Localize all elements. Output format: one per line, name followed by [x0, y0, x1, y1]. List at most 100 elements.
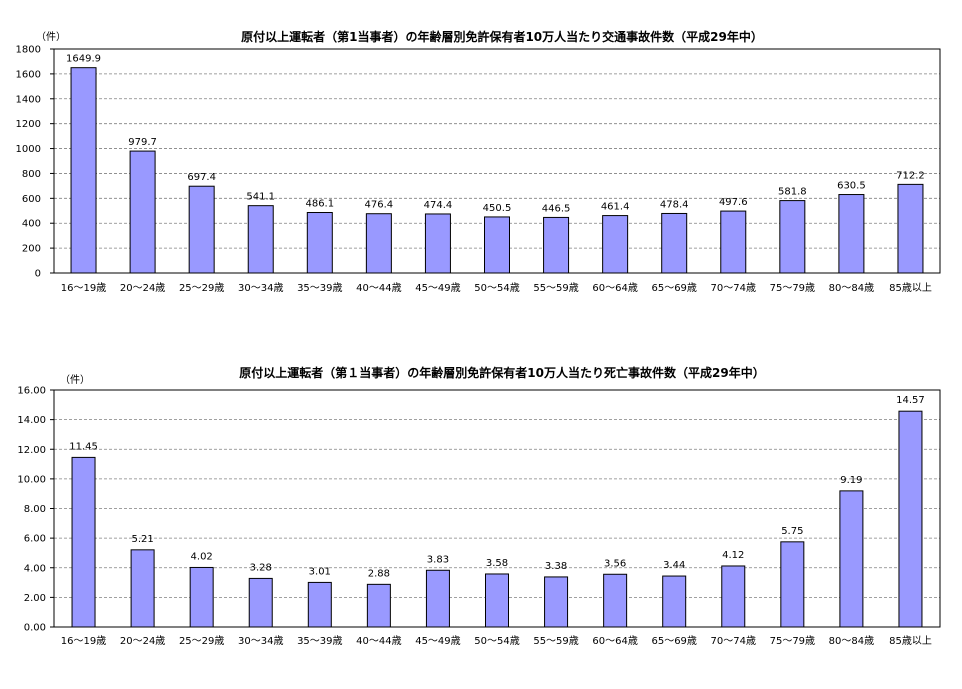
chart2-x-tick-label: 45～49歳	[415, 635, 460, 647]
chart2-y-tick-label: 14.00	[17, 415, 46, 426]
chart1-data-label: 1649.9	[66, 54, 101, 65]
chart2-data-label: 4.02	[191, 551, 213, 562]
chart1-data-label: 486.1	[305, 199, 334, 210]
chart1-bar	[602, 215, 629, 274]
chart2-x-tick-label: 30～34歳	[238, 635, 283, 647]
chart1-x-tick-label: 16～19歳	[61, 282, 106, 294]
chart1-bar	[70, 67, 97, 274]
chart2-x-tick-label: 35～39歳	[297, 635, 342, 647]
chart1-y-tick-label: 0	[35, 269, 41, 280]
chart2-bar	[780, 541, 805, 628]
chart1-bar	[543, 216, 570, 274]
chart1-y-tick-label: 600	[22, 194, 41, 205]
chart1-data-label: 541.1	[246, 192, 275, 203]
chart2-bar	[307, 581, 332, 628]
chart1-y-tick-label: 1800	[16, 45, 41, 56]
chart1-bar	[188, 185, 215, 274]
chart2-data-label: 11.45	[69, 441, 98, 452]
chart1-x-tick-label: 40～44歳	[356, 282, 401, 294]
chart1-bar	[424, 213, 451, 274]
chart2-x-tick-label: 50～54歳	[474, 635, 519, 647]
chart2-y-tick-label: 4.00	[24, 563, 46, 574]
chart1-y-tick-label: 1000	[16, 144, 41, 155]
chart1-data-label: 979.7	[128, 137, 157, 148]
chart2-x-tick-label: 60～64歳	[592, 635, 637, 647]
chart1-x-tick-label: 80～84歳	[829, 282, 874, 294]
chart1-y-unit-label: （件）	[36, 31, 66, 43]
chart2-bar	[425, 569, 450, 628]
chart2-bar	[544, 576, 569, 628]
chart1-x-tick-label: 30～34歳	[238, 282, 283, 294]
chart2-x-tick-label: 65～69歳	[651, 635, 696, 647]
chart2-data-label: 9.19	[840, 475, 862, 486]
chart2-data-label: 14.57	[896, 395, 925, 406]
chart2-data-label: 3.58	[486, 558, 508, 569]
chart1-y-tick-label: 1600	[16, 69, 41, 80]
chart2-data-label: 3.01	[309, 566, 331, 577]
chart1-bar	[365, 213, 392, 274]
chart1-y-tick-label: 200	[22, 244, 41, 255]
chart2-x-tick-label: 20～24歳	[120, 635, 165, 647]
chart1-bar	[779, 200, 806, 274]
chart1-data-label: 712.2	[896, 170, 925, 181]
chart1-bar	[484, 216, 510, 274]
chart1-y-tick-label: 800	[22, 169, 41, 180]
chart1-data-label: 697.4	[187, 172, 216, 183]
chart1-y-tick-label: 1400	[16, 94, 41, 105]
chart1-data-label: 478.4	[660, 199, 689, 210]
chart1-data-label: 581.8	[778, 187, 807, 198]
chart1-y-tick-label: 1200	[16, 119, 41, 130]
chart2-bar	[839, 490, 864, 628]
chart2-bar	[898, 410, 923, 628]
chart2-bar	[71, 456, 96, 628]
chart1-data-label: 474.4	[424, 200, 453, 211]
chart1-data-label: 630.5	[837, 181, 866, 192]
chart2-bar	[366, 583, 391, 628]
chart2-bar	[662, 575, 687, 628]
chart1-y-tick-label: 400	[22, 219, 41, 230]
chart1-x-tick-label: 45～49歳	[415, 282, 460, 294]
chart2-y-tick-label: 12.00	[17, 445, 46, 456]
chart2-bar	[248, 577, 273, 628]
chart2-data-label: 5.75	[781, 526, 803, 537]
chart1-data-label: 497.6	[719, 197, 748, 208]
chart2-y-tick-label: 10.00	[17, 474, 46, 485]
chart1-bar	[661, 212, 688, 274]
chart2-bar	[189, 566, 214, 628]
chart2-x-tick-label: 16～19歳	[61, 635, 106, 647]
chart2-y-tick-label: 8.00	[24, 504, 46, 515]
chart1-x-tick-label: 35～39歳	[297, 282, 342, 294]
chart1-title: 原付以上運転者（第1当事者）の年齢層別免許保有者10万人当たり交通事故件数（平成…	[241, 29, 763, 44]
chart2-y-tick-label: 2.00	[24, 593, 46, 604]
chart2-data-label: 3.44	[663, 560, 685, 571]
chart1-x-tick-label: 20～24歳	[120, 282, 165, 294]
chart2-x-tick-label: 40～44歳	[356, 635, 401, 647]
chart1-x-tick-label: 55～59歳	[533, 282, 578, 294]
chart2-title: 原付以上運転者（第１当事者）の年齢層別免許保有者10万人当たり死亡事故件数（平成…	[239, 365, 764, 380]
chart2-y-tick-label: 0.00	[24, 623, 46, 634]
chart2-x-tick-label: 75～79歳	[770, 635, 815, 647]
chart1-x-tick-label: 65～69歳	[651, 282, 696, 294]
chart1-x-tick-label: 75～79歳	[770, 282, 815, 294]
chart2-bar	[130, 549, 155, 628]
chart1-bar	[838, 194, 865, 274]
chart2-data-label: 3.38	[545, 561, 567, 572]
chart1-data-label: 461.4	[601, 202, 630, 213]
chart2-bar	[485, 573, 509, 628]
chart2-data-label: 3.83	[427, 554, 449, 565]
chart2-y-tick-label: 16.00	[17, 386, 46, 397]
chart2-x-tick-label: 25～29歳	[179, 635, 224, 647]
chart1-x-tick-label: 25～29歳	[179, 282, 224, 294]
chart1-x-tick-label: 85歳以上	[889, 282, 932, 294]
chart2-y-tick-label: 6.00	[24, 534, 46, 545]
chart2-y-unit-label: （件）	[60, 374, 90, 386]
chart1-x-tick-label: 70～74歳	[711, 282, 756, 294]
chart1-bar	[720, 210, 747, 274]
chart1-data-label: 476.4	[365, 200, 394, 211]
chart2-x-tick-label: 70～74歳	[711, 635, 756, 647]
chart2-bar	[721, 565, 746, 628]
chart2-data-label: 2.88	[368, 568, 390, 579]
chart1-x-tick-label: 50～54歳	[474, 282, 519, 294]
chart2-x-tick-label: 55～59歳	[533, 635, 578, 647]
